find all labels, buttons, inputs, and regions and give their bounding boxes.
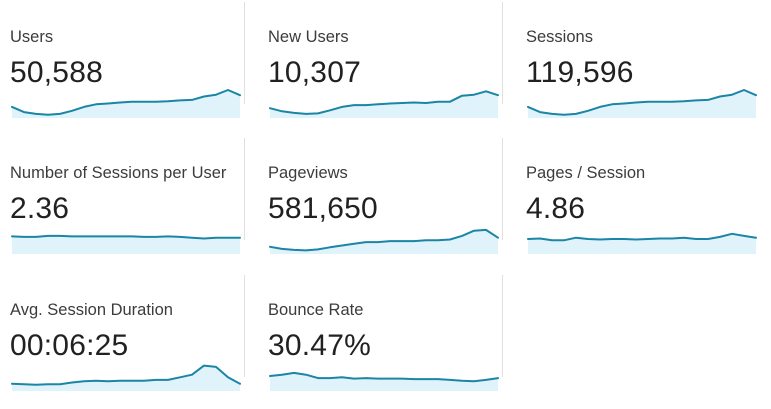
metric-name: New Users	[268, 28, 349, 46]
sparkline	[527, 89, 757, 118]
metric-card-avg-session-duration[interactable]: Avg. Session Duration 00:06:25	[0, 273, 245, 403]
metric-card-pageviews[interactable]: Pageviews 581,650	[258, 136, 503, 266]
metric-name: Sessions	[526, 28, 593, 46]
sparkline	[11, 364, 241, 391]
sparkline-line	[269, 90, 499, 115]
metric-value: 10,307	[268, 56, 361, 89]
metric-value: 2.36	[10, 192, 70, 225]
sparkline-area	[12, 235, 240, 254]
sparkline	[527, 232, 757, 254]
metric-value: 4.86	[526, 192, 586, 225]
metric-card-users[interactable]: Users 50,588	[0, 0, 245, 130]
sparkline-line	[269, 228, 499, 252]
sparkline	[269, 90, 499, 118]
metric-name: Avg. Session Duration	[10, 301, 173, 319]
sparkline	[11, 234, 241, 254]
metric-name: Number of Sessions per User	[10, 164, 227, 182]
sparkline-area	[12, 365, 240, 391]
sparkline-area	[12, 90, 240, 118]
sparkline-line	[11, 234, 241, 240]
sparkline	[269, 228, 499, 254]
sparkline-line	[11, 89, 241, 116]
metric-card-sessions-per-user[interactable]: Number of Sessions per User 2.36	[0, 136, 245, 266]
sparkline-line	[11, 364, 241, 386]
metric-value: 119,596	[526, 56, 634, 89]
metric-value: 50,588	[10, 56, 103, 89]
sparkline	[269, 371, 499, 391]
sparkline-area	[528, 90, 756, 118]
metric-card-new-users[interactable]: New Users 10,307	[258, 0, 503, 130]
sparkline-line	[527, 232, 757, 242]
metric-name: Pages / Session	[526, 164, 646, 182]
metric-card-sessions[interactable]: Sessions 119,596	[516, 0, 761, 130]
sparkline-line	[269, 371, 499, 383]
metric-value: 581,650	[268, 192, 378, 225]
metric-name: Bounce Rate	[268, 301, 364, 319]
metric-value: 30.47%	[268, 329, 371, 362]
sparkline-area	[270, 372, 498, 391]
metric-name: Pageviews	[268, 164, 348, 182]
sparkline	[11, 89, 241, 118]
metric-value: 00:06:25	[10, 329, 129, 362]
metric-card-bounce-rate[interactable]: Bounce Rate 30.47%	[258, 273, 503, 403]
sparkline-line	[527, 89, 757, 116]
metric-name: Users	[10, 28, 54, 46]
metric-card-pages-per-session[interactable]: Pages / Session 4.86	[516, 136, 761, 266]
